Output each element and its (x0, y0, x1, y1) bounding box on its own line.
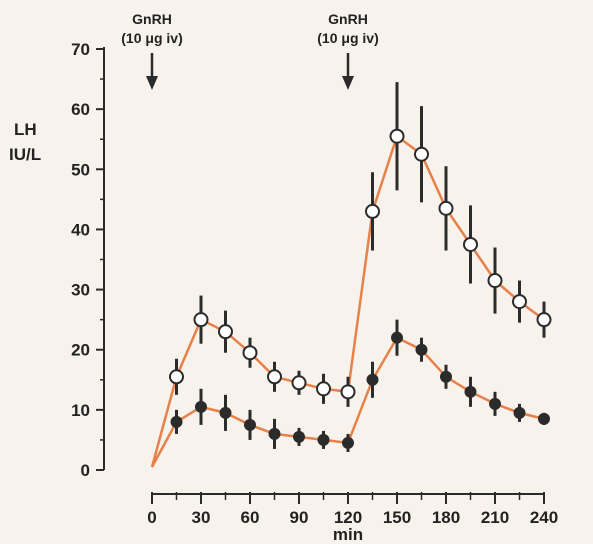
annotation-dose: (10 μg iv) (317, 30, 378, 46)
x-axis-label: min (333, 525, 363, 544)
annotation-dose: (10 μg iv) (121, 30, 182, 46)
open-circle-marker (316, 381, 331, 397)
x-tick-label: 30 (192, 508, 211, 527)
y-axis-label-line2: IU/L (9, 145, 41, 164)
filled-circle-marker (464, 385, 477, 398)
open-circle-marker (218, 324, 233, 340)
open-circle-marker (438, 200, 454, 216)
open-circle-marker (169, 369, 184, 385)
axes: 0 10 20 30 40 50 60 70 0 30 60 90 120 150 180 210 240 (71, 40, 558, 527)
filled-circle-marker (489, 397, 501, 410)
x-tick-label: 120 (334, 508, 362, 527)
filled-circle-marker (513, 406, 526, 419)
open-circle-marker (487, 273, 503, 289)
arrow-head-icon (342, 76, 354, 90)
filled-circle-marker (219, 406, 232, 419)
x-tick-label: 60 (241, 508, 260, 527)
x-tick-label: 150 (383, 508, 411, 527)
y-tick-label: 0 (81, 461, 90, 480)
open-circle-marker (389, 128, 405, 144)
y-axis-label-line1: LH (14, 120, 37, 139)
y-tick-label: 70 (71, 40, 90, 59)
filled-circle-marker (538, 412, 550, 425)
filled-circle-marker (317, 433, 330, 446)
filled-circle-marker (415, 343, 428, 356)
y-tick-label: 40 (71, 220, 90, 239)
annotation-title: GnRH (132, 11, 172, 27)
x-tick-label: 90 (290, 508, 309, 527)
open-circle-marker (414, 146, 429, 162)
filled-circle-marker (440, 370, 452, 383)
open-circle-marker (512, 294, 527, 310)
x-tick-label: 180 (432, 508, 460, 527)
annotation-title: GnRH (328, 11, 368, 27)
filled-circle-marker (293, 430, 305, 443)
open-circle-marker (463, 236, 478, 252)
y-tick-label: 60 (71, 100, 90, 119)
filled-circle-marker (195, 400, 207, 413)
open-circle-marker (365, 203, 380, 219)
filled-circle-marker (366, 373, 379, 386)
data-markers (169, 128, 552, 449)
y-tick-label: 30 (71, 281, 90, 300)
x-tick-label: 0 (147, 508, 156, 527)
open-circle-marker (536, 312, 552, 328)
filled-circle-marker (244, 418, 256, 431)
y-tick-label: 20 (71, 341, 90, 360)
filled-circle-marker (391, 331, 403, 344)
filled-circle-marker (342, 436, 354, 449)
filled-circle-marker (268, 427, 281, 440)
arrow-head-icon (146, 76, 158, 90)
y-tick-label: 10 (71, 401, 90, 420)
open-circle-marker (193, 312, 209, 328)
x-tick-label: 240 (530, 508, 558, 527)
y-tick-label: 50 (71, 160, 90, 179)
annotations: GnRH (10 μg iv) GnRH (10 μg iv) (121, 11, 379, 90)
open-circle-marker (291, 375, 307, 391)
x-tick-label: 210 (481, 508, 509, 527)
filled-circle-marker (170, 415, 183, 428)
open-circle-marker (267, 369, 282, 385)
open-circle-marker (340, 384, 356, 400)
open-circle-marker (242, 345, 258, 361)
